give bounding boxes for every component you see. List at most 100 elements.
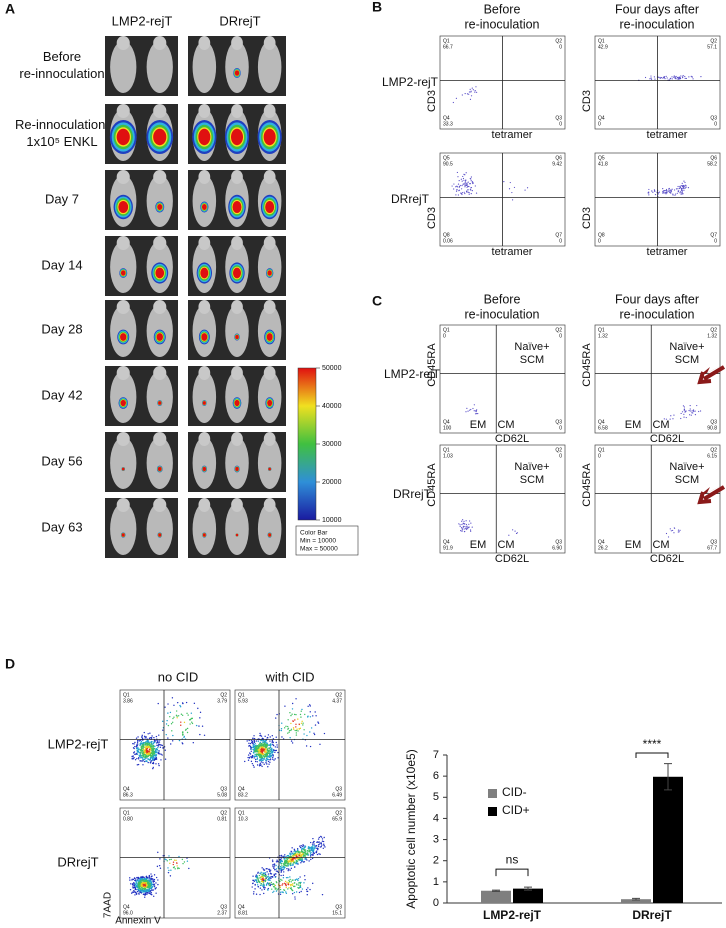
event-dot [150, 755, 151, 756]
event-dot [685, 410, 686, 411]
mouse-head [264, 432, 276, 446]
event-dot [269, 883, 270, 884]
event-dot [464, 185, 465, 186]
event-dot [295, 858, 296, 859]
color-bar-tick-label: 20000 [322, 479, 342, 486]
mouse-head [153, 432, 166, 446]
event-dot [276, 744, 277, 745]
event-dot [306, 745, 307, 746]
event-dot [263, 870, 264, 871]
color-bar-min: Min = 10000 [300, 538, 336, 545]
event-dot [142, 891, 143, 892]
event-dot [256, 740, 257, 741]
event-dot [464, 526, 465, 527]
event-dot [146, 750, 147, 751]
mouse-head [231, 300, 243, 314]
signal [120, 333, 126, 341]
quadrant-value: 90.8 [707, 425, 717, 431]
event-dot [140, 880, 141, 881]
event-dot [140, 760, 141, 761]
event-dot [461, 179, 462, 180]
event-dot [157, 866, 158, 867]
quadrant-value: 5.08 [217, 792, 227, 798]
event-dot [315, 724, 316, 725]
event-dot [696, 405, 697, 406]
event-dot [301, 723, 302, 724]
event-dot [670, 78, 671, 79]
event-dot [265, 875, 266, 876]
event-dot [251, 751, 252, 752]
event-dot [304, 852, 305, 853]
event-dot [155, 763, 156, 764]
signal [158, 467, 162, 471]
event-dot [276, 742, 277, 743]
event-dot [160, 754, 161, 755]
event-dot [684, 406, 685, 407]
event-dot [303, 849, 304, 850]
event-dot [294, 849, 295, 850]
quadrant-value: 26.2 [598, 545, 608, 551]
event-dot [176, 865, 177, 866]
event-dot [453, 188, 454, 189]
event-dot [143, 747, 144, 748]
quadrant-value: 0 [714, 121, 717, 127]
event-dot [261, 751, 262, 752]
event-dot [151, 892, 152, 893]
event-dot [150, 758, 151, 759]
event-dot [286, 877, 287, 878]
event-dot [162, 721, 163, 722]
event-dot [672, 194, 673, 195]
event-dot [302, 844, 303, 845]
flow-plot [120, 808, 230, 918]
event-dot [153, 751, 154, 752]
y-tick-label: 3 [433, 833, 439, 845]
event-dot [269, 751, 270, 752]
event-dot [683, 414, 684, 415]
event-dot [151, 737, 152, 738]
event-dot [252, 738, 253, 739]
quadrant-value: 0 [559, 425, 562, 431]
event-dot [688, 410, 689, 411]
event-dot [283, 866, 284, 867]
event-dot [155, 888, 156, 889]
event-dot [151, 760, 152, 761]
event-dot [461, 185, 462, 186]
event-dot [319, 854, 320, 855]
event-dot [294, 719, 295, 720]
event-dot [146, 743, 147, 744]
event-dot [667, 77, 668, 78]
event-dot [165, 759, 166, 760]
mouse-head [231, 498, 243, 512]
event-dot [147, 740, 148, 741]
signal [233, 268, 241, 279]
event-dot [668, 191, 669, 192]
event-dot [300, 891, 301, 892]
event-dot [512, 199, 513, 200]
event-dot [146, 761, 147, 762]
event-dot [287, 726, 288, 727]
event-dot [267, 743, 268, 744]
event-dot [286, 856, 287, 857]
bracket [496, 869, 528, 876]
quadrant-value: 42.9 [598, 44, 608, 50]
event-dot [154, 874, 155, 875]
bar [481, 891, 511, 903]
event-dot [182, 715, 183, 716]
event-dot [314, 734, 315, 735]
event-dot [166, 734, 167, 735]
event-dot [144, 732, 145, 733]
event-dot [274, 875, 275, 876]
event-dot [133, 890, 134, 891]
event-dot [157, 879, 158, 880]
event-dot [250, 748, 251, 749]
event-dot [255, 743, 256, 744]
signal [122, 533, 125, 536]
event-dot [273, 891, 274, 892]
event-dot [131, 879, 132, 880]
event-dot [154, 753, 155, 754]
event-dot [286, 865, 287, 866]
event-dot [272, 866, 273, 867]
event-dot [145, 751, 146, 752]
event-dot [462, 192, 463, 193]
event-dot [140, 890, 141, 891]
